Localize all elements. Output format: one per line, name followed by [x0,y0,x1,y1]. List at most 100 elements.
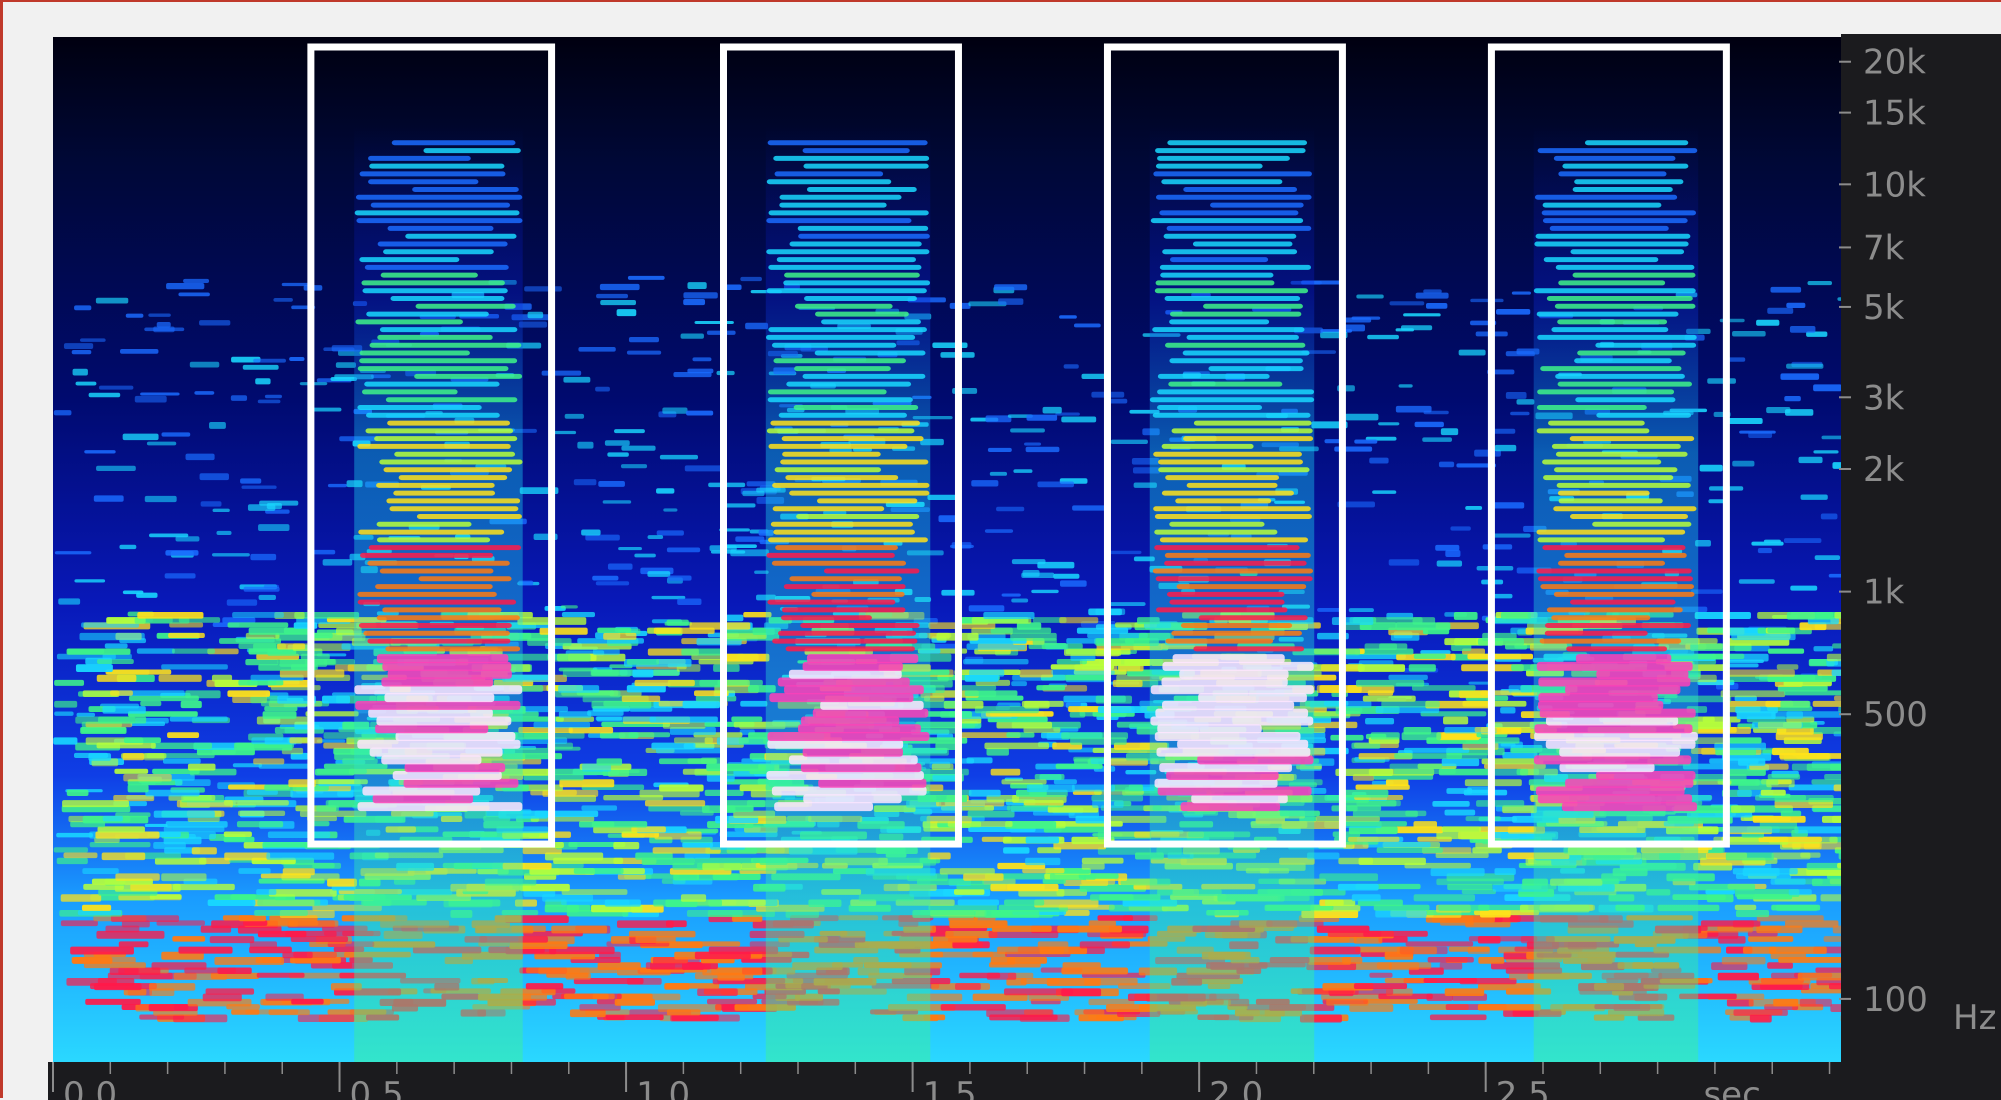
harmonic-stripe [777,630,917,636]
low-frequency-floor [127,784,149,793]
low-frequency-floor [161,951,204,960]
low-frequency-floor [1061,732,1129,740]
harmonic-stripe [767,389,887,395]
low-frequency-floor [1444,988,1485,997]
low-frequency-floor [568,842,626,848]
noise-speckle [134,395,167,403]
noise-speckle [1465,505,1483,510]
low-frequency-floor [626,685,666,693]
harmonic-stripe [369,747,503,757]
low-frequency-floor [1725,768,1766,776]
low-frequency-floor [60,894,102,902]
low-frequency-floor [1348,836,1400,842]
harmonic-stripe [767,140,928,146]
harmonic-stripe [784,272,920,278]
low-frequency-floor [1435,852,1489,858]
harmonic-stripe [766,249,930,255]
low-frequency-floor [1734,904,1757,910]
low-frequency-floor [720,653,770,662]
low-frequency-floor [591,700,652,709]
low-frequency-floor [1088,998,1135,1006]
noise-speckle [200,501,222,507]
low-frequency-floor [322,695,351,704]
noise-speckle [1722,663,1759,668]
low-frequency-floor [102,815,123,822]
harmonic-stripe [1559,763,1655,773]
harmonic-stripe [1559,747,1681,757]
harmonic-stripe [1596,770,1696,780]
harmonic-stripe [781,615,872,621]
low-frequency-floor [283,627,309,634]
low-frequency-floor [1081,862,1105,870]
low-frequency-floor [56,653,116,660]
noise-speckle [1821,435,1841,440]
harmonic-stripe [382,661,512,671]
low-frequency-floor [323,659,355,665]
noise-speckle [724,503,756,508]
low-frequency-floor [101,852,146,861]
y-tick-label: 100 [1863,980,1928,1020]
harmonic-stripe [766,552,895,558]
harmonic-stripe [1150,685,1314,695]
harmonic-stripe [1165,638,1274,644]
low-frequency-floor [1326,998,1369,1006]
noise-speckle [1488,428,1516,434]
noise-speckle [58,598,81,605]
low-frequency-floor [262,842,318,848]
harmonic-stripe [382,607,502,613]
low-frequency-floor [1362,695,1416,702]
noise-speckle [599,283,640,291]
low-frequency-floor [649,716,718,723]
low-frequency-floor [1079,941,1130,949]
harmonic-stripe [1153,506,1311,512]
low-frequency-floor [673,873,700,881]
noise-speckle [290,752,309,760]
noise-speckle [1389,301,1425,306]
noise-speckle [1807,280,1833,286]
low-frequency-floor [297,1014,355,1023]
noise-speckle [241,485,277,489]
low-frequency-floor [1441,826,1482,832]
harmonic-stripe [1542,202,1662,208]
low-frequency-floor [105,669,172,675]
harmonic-stripe [775,545,898,551]
low-frequency-floor [1478,826,1536,832]
harmonic-stripe [1542,545,1686,551]
harmonic-stripe [1537,794,1693,804]
harmonic-stripe [1542,218,1688,224]
harmonic-stripe [1557,490,1650,496]
low-frequency-floor [187,763,216,771]
harmonic-stripe [1561,802,1698,812]
harmonic-stripe [768,327,927,333]
noise-speckle [581,529,601,536]
noise-speckle [518,321,548,328]
low-frequency-floor [559,779,615,788]
noise-speckle [74,305,92,311]
harmonic-stripe [364,264,509,270]
x-axis-ticks: 0.0 0.5 1.0 1.5 2.0 2.5 [52,1062,1831,1100]
low-frequency-floor [597,627,632,633]
harmonic-stripe [376,716,512,726]
noise-speckle [322,559,353,566]
noise-speckle [330,376,358,382]
low-frequency-floor [1441,758,1480,767]
low-frequency-floor [593,826,639,834]
low-frequency-floor [963,873,1004,881]
low-frequency-floor [277,659,336,665]
noise-speckle [88,392,121,398]
noise-speckle [1432,800,1470,807]
low-frequency-floor [1026,784,1075,793]
noise-speckle [1757,547,1773,554]
low-frequency-floor [1389,763,1443,769]
low-frequency-floor [558,685,600,693]
harmonic-stripe [771,786,927,796]
harmonic-stripe [1186,482,1278,488]
low-frequency-floor [158,674,202,682]
harmonic-stripe [1168,381,1283,387]
harmonic-stripe [1574,358,1672,364]
low-frequency-floor [708,899,766,906]
low-frequency-floor [592,993,615,1000]
noise-speckle [968,605,1005,612]
low-frequency-floor [986,1009,1054,1017]
noise-speckle [1395,405,1432,413]
